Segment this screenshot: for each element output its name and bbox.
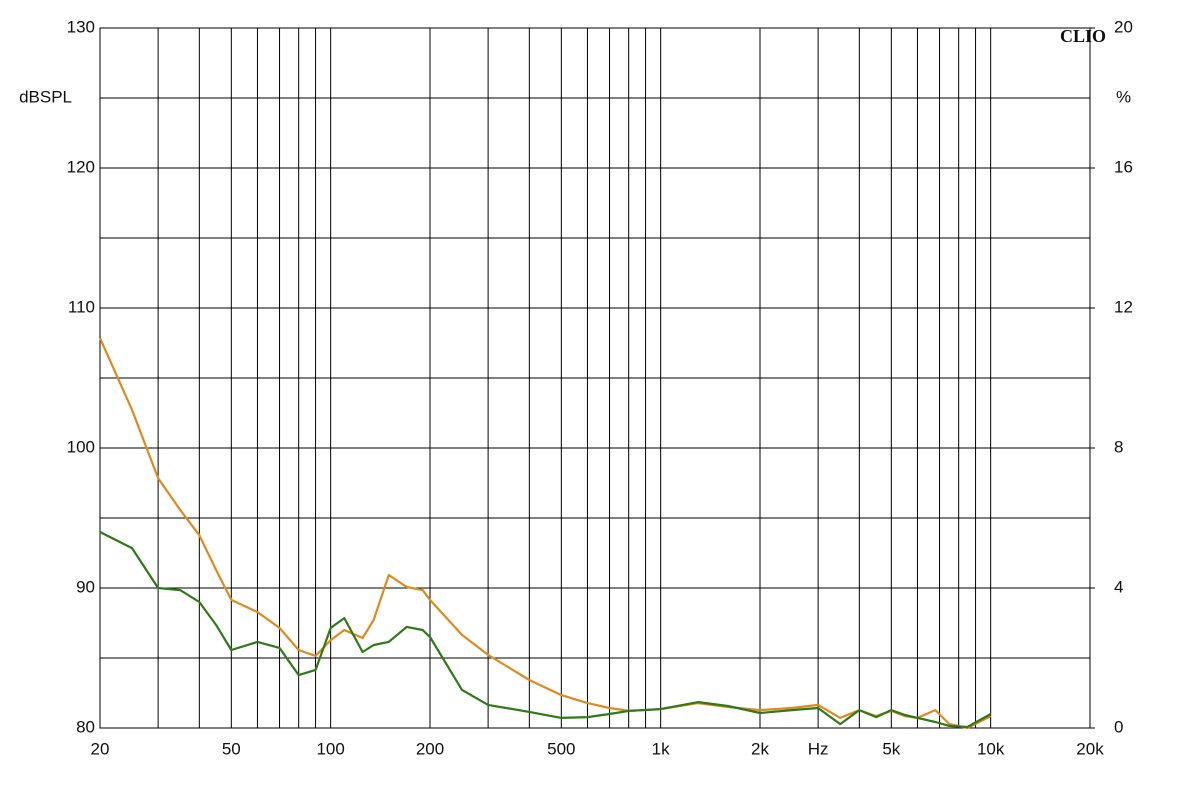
y2-axis-label: % xyxy=(1116,87,1131,106)
x-tick-label: 5k xyxy=(882,739,900,758)
y-tick-label: 110 xyxy=(68,297,95,316)
y-tick-label: 130 xyxy=(67,17,95,36)
y-tick-label: 120 xyxy=(67,157,95,176)
y2-tick-label: 8 xyxy=(1114,437,1123,456)
y2-tick-label: 16 xyxy=(1114,157,1133,176)
y-tick-label: 80 xyxy=(76,717,95,736)
y-tick-label: 100 xyxy=(67,437,95,456)
x-tick-label: 20k xyxy=(1076,739,1104,758)
y2-tick-label: 4 xyxy=(1114,577,1123,596)
x-tick-label: 100 xyxy=(316,739,344,758)
y2-tick-label: 20 xyxy=(1114,17,1133,36)
y-axis-label: dBSPL xyxy=(19,87,72,106)
data-line xyxy=(98,337,992,730)
x-tick-label: 200 xyxy=(416,739,444,758)
data-line xyxy=(99,531,992,729)
x-tick-label: 1k xyxy=(652,739,670,758)
x-tick-label: 20 xyxy=(91,739,110,758)
x-tick-label: 500 xyxy=(547,739,575,758)
x-tick-label: 10k xyxy=(977,739,1005,758)
x-tick-label: 50 xyxy=(222,739,241,758)
y-tick-label: 90 xyxy=(76,577,95,596)
x-tick-label: Hz xyxy=(808,739,829,758)
y2-tick-label: 0 xyxy=(1114,717,1123,736)
x-tick-label: 2k xyxy=(751,739,769,758)
watermark: CLIO xyxy=(1060,26,1106,46)
y2-tick-label: 12 xyxy=(1114,297,1133,316)
